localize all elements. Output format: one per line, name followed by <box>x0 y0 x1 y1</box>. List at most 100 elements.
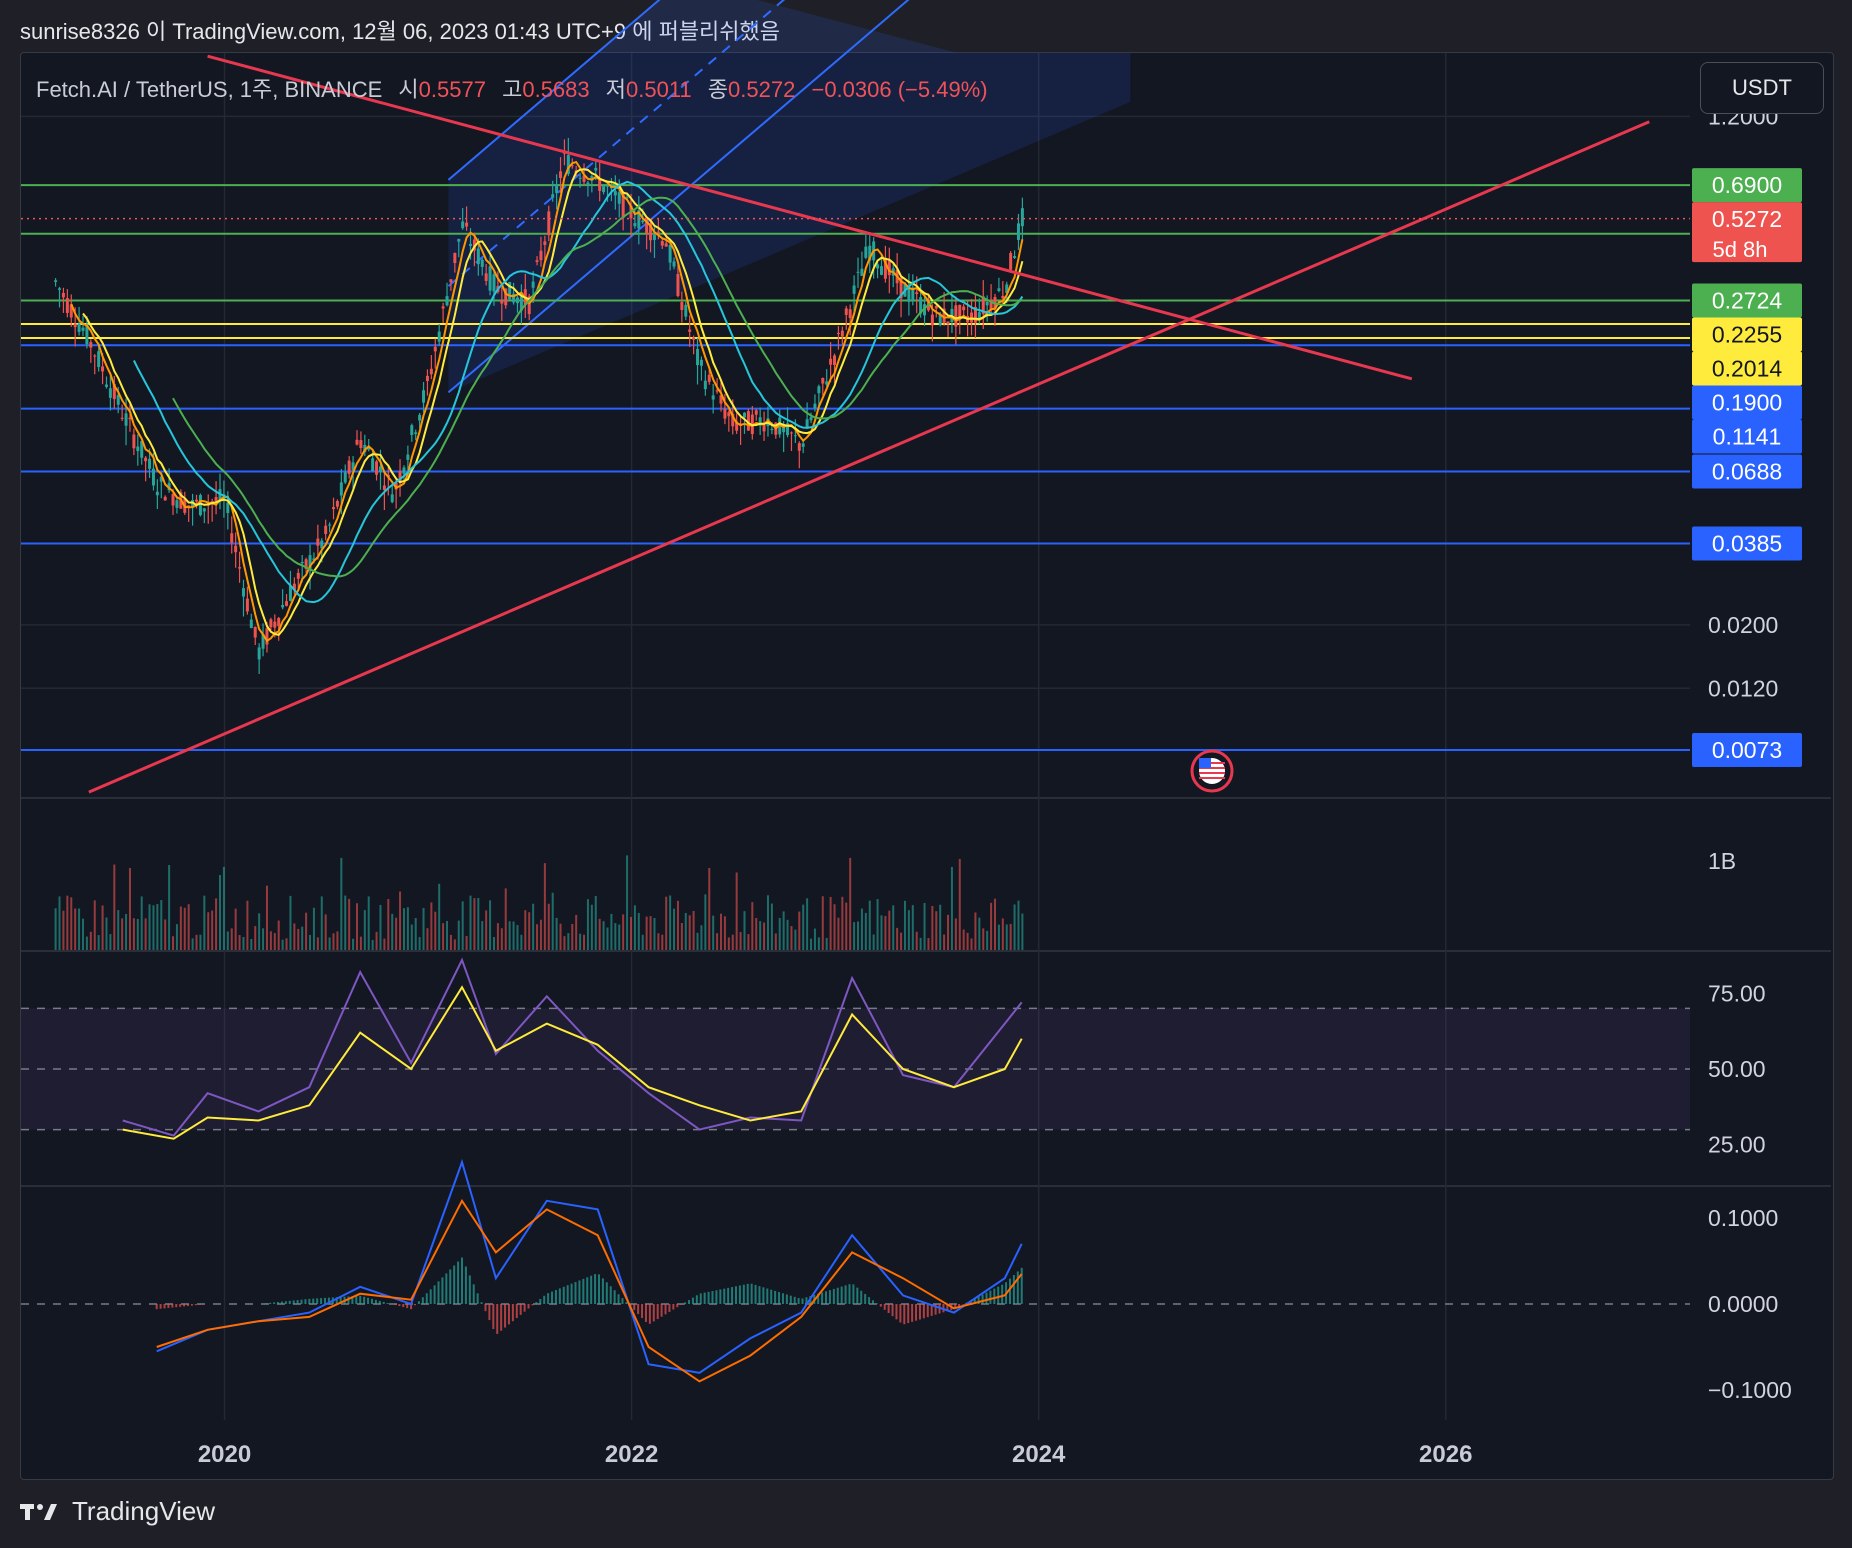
x-axis-tick-label: 2022 <box>605 1441 658 1468</box>
candle-body <box>453 252 457 264</box>
macd-histogram-bar <box>484 1304 487 1312</box>
candle-body <box>660 241 664 246</box>
volume-bars-group <box>54 855 1024 950</box>
candle-body <box>61 292 65 298</box>
volume-bar <box>391 913 394 950</box>
price-level-tag-text: 0.2014 <box>1712 356 1783 382</box>
macd-histogram-bar <box>844 1285 847 1304</box>
macd-histogram-bar <box>617 1294 620 1304</box>
macd-histogram-bar <box>554 1289 557 1304</box>
volume-bar <box>54 908 57 950</box>
macd-histogram-bar <box>715 1290 718 1304</box>
macd-histogram-bar <box>417 1301 420 1304</box>
volume-bar <box>990 902 993 950</box>
macd-histogram-bar <box>828 1290 831 1304</box>
volume-bar <box>402 908 405 950</box>
macd-histogram-bar <box>351 1296 354 1304</box>
macd-histogram-bar <box>531 1304 534 1306</box>
volume-bar <box>794 929 797 950</box>
rsi-axis-label: 25.00 <box>1708 1132 1766 1158</box>
volume-bar <box>731 934 734 950</box>
candle-body <box>253 627 257 638</box>
candle-body <box>292 583 296 591</box>
volume-bar <box>845 902 848 950</box>
macd-histogram-bar <box>410 1304 413 1310</box>
candle-body <box>316 538 320 546</box>
chart-frame[interactable] <box>20 52 1834 1480</box>
volume-bar <box>449 934 452 950</box>
volume-bar <box>755 917 758 950</box>
macd-histogram-bar <box>825 1291 828 1304</box>
volume-bar <box>1017 900 1020 950</box>
volume-bar <box>265 885 268 950</box>
candle-body <box>300 561 304 564</box>
candle-body <box>65 298 69 313</box>
volume-bar <box>583 934 586 950</box>
macd-histogram-bar <box>707 1291 710 1304</box>
macd-histogram-bar <box>664 1304 667 1315</box>
candle-body <box>641 220 645 223</box>
macd-histogram-bar <box>723 1288 726 1304</box>
tradingview-logo[interactable]: TradingView <box>20 1496 215 1527</box>
candle-body <box>363 444 367 453</box>
rsi-axis-label: 50.00 <box>1708 1056 1766 1082</box>
macd-histogram-bar <box>962 1304 965 1305</box>
macd-histogram-bar <box>496 1304 499 1334</box>
macd-histogram-bar <box>871 1300 874 1304</box>
macd-histogram-bar <box>453 1265 456 1304</box>
candle-body <box>684 304 688 317</box>
macd-histogram-bar <box>277 1302 280 1304</box>
candle-body <box>856 271 860 273</box>
candle-body <box>527 296 531 315</box>
macd-histogram-bar <box>429 1289 432 1304</box>
candle-body <box>269 619 273 628</box>
candle-body <box>664 243 668 247</box>
macd-histogram-bar <box>766 1288 769 1304</box>
volume-bar <box>618 924 621 950</box>
macd-histogram-bar <box>547 1293 550 1304</box>
volume-bar <box>520 934 523 950</box>
macd-histogram-bar <box>586 1277 589 1304</box>
macd-histogram-bar <box>609 1286 612 1304</box>
volume-bar <box>128 868 131 950</box>
macd-histogram-bar <box>703 1292 706 1304</box>
macd-histogram-bar <box>288 1300 291 1304</box>
macd-histogram-bar <box>1020 1267 1023 1304</box>
low-value: 0.5011 <box>626 77 692 102</box>
macd-histogram-bar <box>734 1286 737 1304</box>
volume-bar <box>355 903 358 950</box>
candle-body <box>500 300 504 304</box>
volume-bar <box>743 911 746 950</box>
macd-histogram-bar <box>425 1293 428 1304</box>
price-level-tag <box>1692 317 1802 352</box>
candle-body <box>746 411 750 431</box>
candle-body <box>559 171 563 179</box>
candle-body <box>58 288 62 290</box>
volume-bar <box>903 900 906 950</box>
volume-bar <box>242 937 245 950</box>
candle-body <box>962 306 966 311</box>
price-level-tag <box>1692 283 1802 318</box>
candle-body <box>112 383 116 400</box>
candle-body <box>414 432 418 434</box>
volume-bar <box>774 933 777 950</box>
candle-body <box>938 313 942 326</box>
candle-body <box>367 447 371 450</box>
candle-body <box>707 374 711 382</box>
macd-histogram-bar <box>175 1304 178 1308</box>
macd-histogram-bar <box>507 1304 510 1325</box>
macd-histogram-bar <box>644 1304 647 1322</box>
symbol-name[interactable]: Fetch.AI / TetherUS, 1주, BINANCE <box>36 77 383 102</box>
macd-histogram-bar <box>433 1285 436 1304</box>
macd-histogram-bar <box>879 1304 882 1307</box>
volume-bar <box>723 916 726 950</box>
candle-body <box>742 412 746 418</box>
volume-bar <box>399 891 402 950</box>
currency-button[interactable]: USDT <box>1700 62 1824 114</box>
x-axis-tick-label: 2026 <box>1419 1441 1472 1468</box>
macd-histogram-bar <box>774 1290 777 1304</box>
macd-histogram-bar <box>840 1286 843 1304</box>
macd-histogram-bar <box>746 1283 749 1304</box>
rsi-axis-label: 75.00 <box>1708 980 1766 1006</box>
